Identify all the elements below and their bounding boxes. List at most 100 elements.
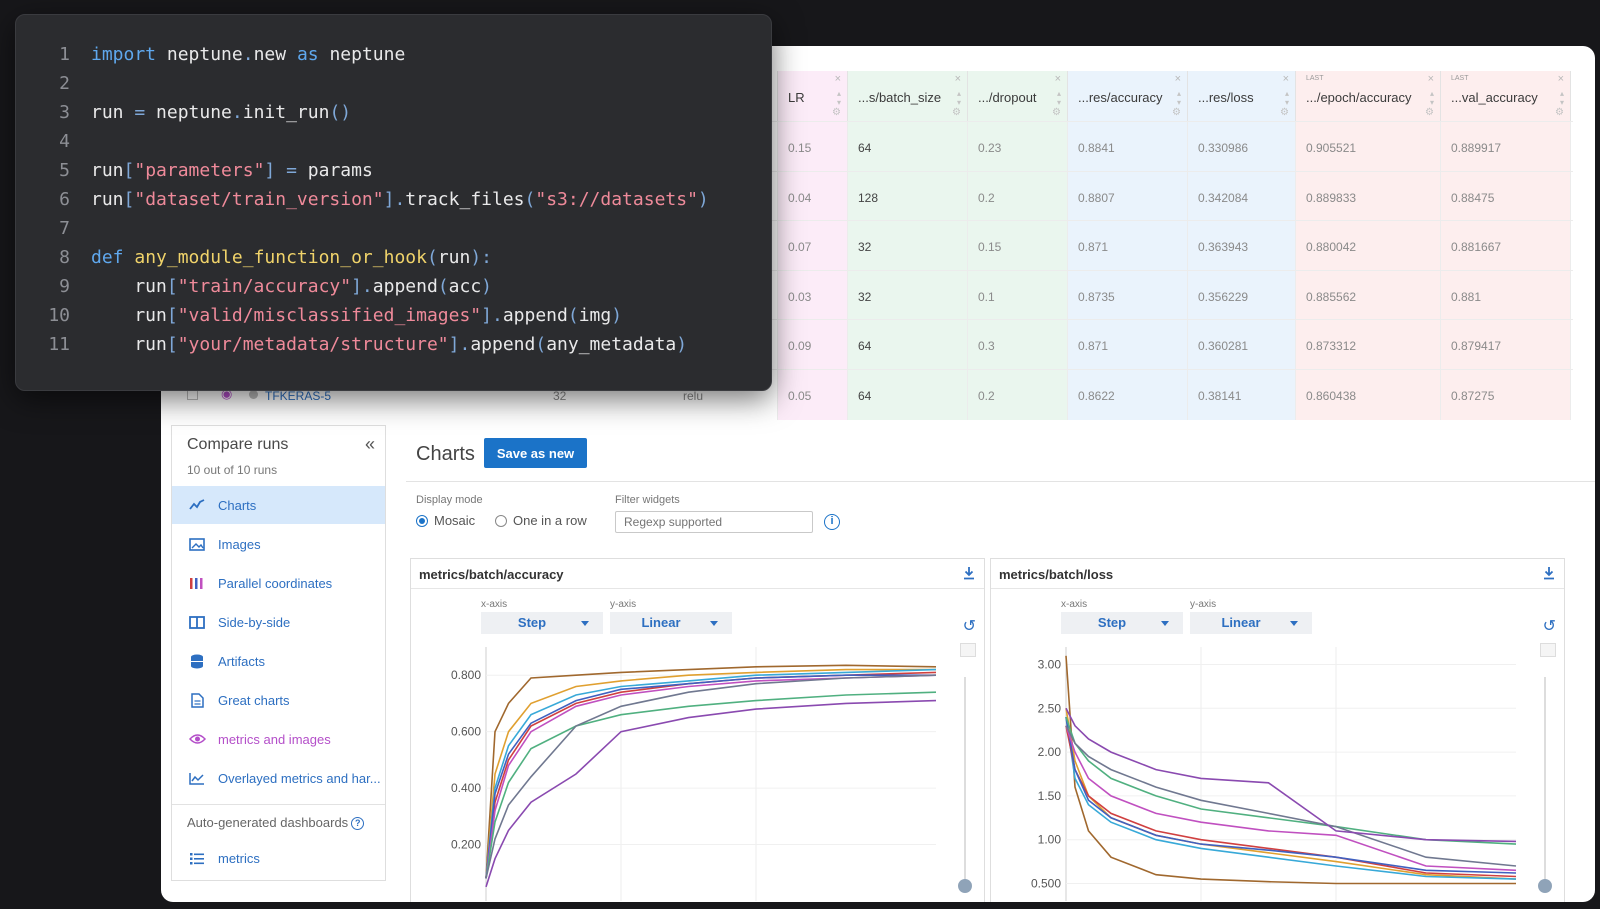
- reset-zoom-icon[interactable]: ↺: [1542, 618, 1556, 635]
- column-header[interactable]: LR × ▴ ▾ ⚙: [778, 71, 848, 121]
- close-icon[interactable]: ×: [1427, 73, 1434, 85]
- column-badge: LAST: [1306, 75, 1324, 82]
- y-axis-select[interactable]: Linear: [610, 612, 732, 634]
- close-icon[interactable]: ×: [1054, 73, 1061, 85]
- code-token: "train/accuracy": [177, 276, 352, 297]
- sidebar-item[interactable]: Parallel coordinates: [172, 564, 385, 602]
- smoothing-slider[interactable]: [958, 677, 972, 893]
- sidebar-item[interactable]: Overlayed metrics and har...: [172, 759, 385, 797]
- sidebar-item[interactable]: metrics and images: [172, 720, 385, 758]
- table-cell: 64: [848, 320, 968, 370]
- sidebar-item[interactable]: Charts: [172, 486, 385, 524]
- table-cell: 0.07: [778, 221, 848, 271]
- close-icon[interactable]: ×: [1282, 73, 1289, 85]
- sort-icon[interactable]: ▴ ▾: [1176, 89, 1181, 107]
- sort-icon[interactable]: ▴ ▾: [1056, 89, 1061, 107]
- sort-icon[interactable]: ▴ ▾: [1284, 89, 1289, 107]
- y-tick-label: 0.400: [451, 781, 481, 795]
- radio-unselected-icon: [495, 514, 507, 527]
- loss-chart[interactable]: 0.500 1.00 1.50 2.00 2.50 3.00: [991, 639, 1531, 902]
- close-icon[interactable]: ×: [1557, 73, 1564, 85]
- code-token: (): [329, 102, 352, 123]
- code-token: ):: [470, 247, 493, 268]
- series-line: [1065, 707, 1517, 843]
- slider-knob[interactable]: [958, 879, 972, 893]
- table-cell: 0.330986: [1188, 122, 1296, 172]
- gear-icon[interactable]: ⚙: [1052, 107, 1061, 118]
- table-row[interactable]: ◉ TFKERAS-5 32 relu 0.05 64 0.2 0.8622 0.38141 0.…: [173, 368, 1573, 420]
- column-label: .../epoch/accuracy: [1306, 90, 1412, 105]
- filter-widgets-input[interactable]: [615, 511, 813, 533]
- code-token: neptune: [318, 44, 406, 65]
- code-text: def any_module_function_or_hook(run):: [91, 247, 492, 268]
- code-text: run = neptune.init_run(): [91, 102, 351, 123]
- y-axis-select[interactable]: Linear: [1190, 612, 1312, 634]
- code-token: any_module_function_or_hook: [134, 247, 427, 268]
- smoothing-slider[interactable]: [1538, 677, 1552, 893]
- slider-knob[interactable]: [1538, 879, 1552, 893]
- column-header[interactable]: ...res/loss × ▴ ▾ ⚙: [1188, 71, 1296, 121]
- x-axis-select[interactable]: Step: [481, 612, 603, 634]
- auto-dashboard-item[interactable]: metrics: [172, 839, 385, 877]
- column-header[interactable]: ...res/accuracy × ▴ ▾ ⚙: [1068, 71, 1188, 121]
- y-tick-label: 0.200: [451, 838, 481, 852]
- close-icon[interactable]: ×: [834, 73, 841, 85]
- column-header[interactable]: ...s/batch_size × ▴ ▾ ⚙: [848, 71, 968, 121]
- table-cell: 0.363943: [1188, 221, 1296, 271]
- code-token: img: [578, 305, 612, 326]
- sort-icon[interactable]: ▴ ▾: [956, 89, 961, 107]
- code-token: ): [697, 189, 709, 210]
- gear-icon[interactable]: ⚙: [1425, 107, 1434, 118]
- code-token: neptune: [156, 44, 243, 65]
- info-icon[interactable]: i: [824, 514, 840, 530]
- gear-icon[interactable]: ⚙: [952, 107, 961, 118]
- sidebar-item[interactable]: Images: [172, 525, 385, 563]
- table-cell: 0.2: [968, 369, 1068, 420]
- column-header[interactable]: .../dropout × ▴ ▾ ⚙: [968, 71, 1068, 121]
- column-header[interactable]: LAST .../epoch/accuracy × ▴ ▾ ⚙: [1296, 71, 1441, 121]
- gear-icon[interactable]: ⚙: [1172, 107, 1181, 118]
- gear-icon[interactable]: ⚙: [1280, 107, 1289, 118]
- save-as-new-button[interactable]: Save as new: [484, 438, 587, 468]
- close-icon[interactable]: ×: [1174, 73, 1181, 85]
- sidebar-item-label: Side-by-side: [218, 614, 291, 630]
- sort-icon[interactable]: ▴ ▾: [1429, 89, 1434, 107]
- code-token: ].: [383, 189, 406, 210]
- charts-main: Charts Save as new Display mode Mosaic O…: [406, 425, 1595, 902]
- table-cell: 0.23: [968, 122, 1068, 172]
- gear-icon[interactable]: ⚙: [1555, 107, 1564, 118]
- smoothing-icon[interactable]: [1540, 643, 1556, 657]
- row-activation-value: relu: [683, 388, 704, 403]
- parallel-coordinates-icon: [188, 575, 206, 591]
- sidebar-item[interactable]: Artifacts: [172, 642, 385, 680]
- run-name-link[interactable]: TFKERAS-5: [265, 388, 332, 403]
- sidebar-item[interactable]: Great charts: [172, 681, 385, 719]
- code-token: =: [286, 160, 297, 181]
- accuracy-chart[interactable]: 0.200 0.400 0.600 0.800: [411, 639, 951, 902]
- column-label: ...res/accuracy: [1078, 90, 1163, 105]
- column-header[interactable]: LAST ...val_accuracy × ▴ ▾ ⚙: [1441, 71, 1571, 121]
- collapse-sidebar-icon[interactable]: «: [364, 434, 375, 454]
- eye-icon[interactable]: ◉: [221, 385, 233, 401]
- x-axis-select[interactable]: Step: [1061, 612, 1183, 634]
- series-line: [1065, 725, 1517, 867]
- smoothing-icon[interactable]: [960, 643, 976, 657]
- mode-one-in-row-radio[interactable]: One in a row: [495, 513, 587, 528]
- table-cell: 0.342084: [1188, 171, 1296, 222]
- sidebar-item[interactable]: Side-by-side: [172, 603, 385, 641]
- help-icon[interactable]: ?: [351, 817, 365, 830]
- gear-icon[interactable]: ⚙: [832, 107, 841, 118]
- download-icon[interactable]: [962, 566, 976, 580]
- sort-icon[interactable]: ▴ ▾: [836, 89, 841, 107]
- download-icon[interactable]: [1542, 566, 1556, 580]
- mode-mosaic-radio[interactable]: Mosaic: [416, 513, 475, 528]
- column-label: ...val_accuracy: [1451, 90, 1538, 105]
- table-cell: 0.885562: [1296, 270, 1441, 321]
- sort-icon[interactable]: ▴ ▾: [1559, 89, 1564, 107]
- code-token: new: [253, 44, 297, 65]
- close-icon[interactable]: ×: [954, 73, 961, 85]
- code-token: params: [296, 160, 373, 181]
- code-token: ].: [351, 276, 373, 297]
- reset-zoom-icon[interactable]: ↺: [962, 618, 976, 635]
- chevron-down-icon: [1161, 621, 1169, 626]
